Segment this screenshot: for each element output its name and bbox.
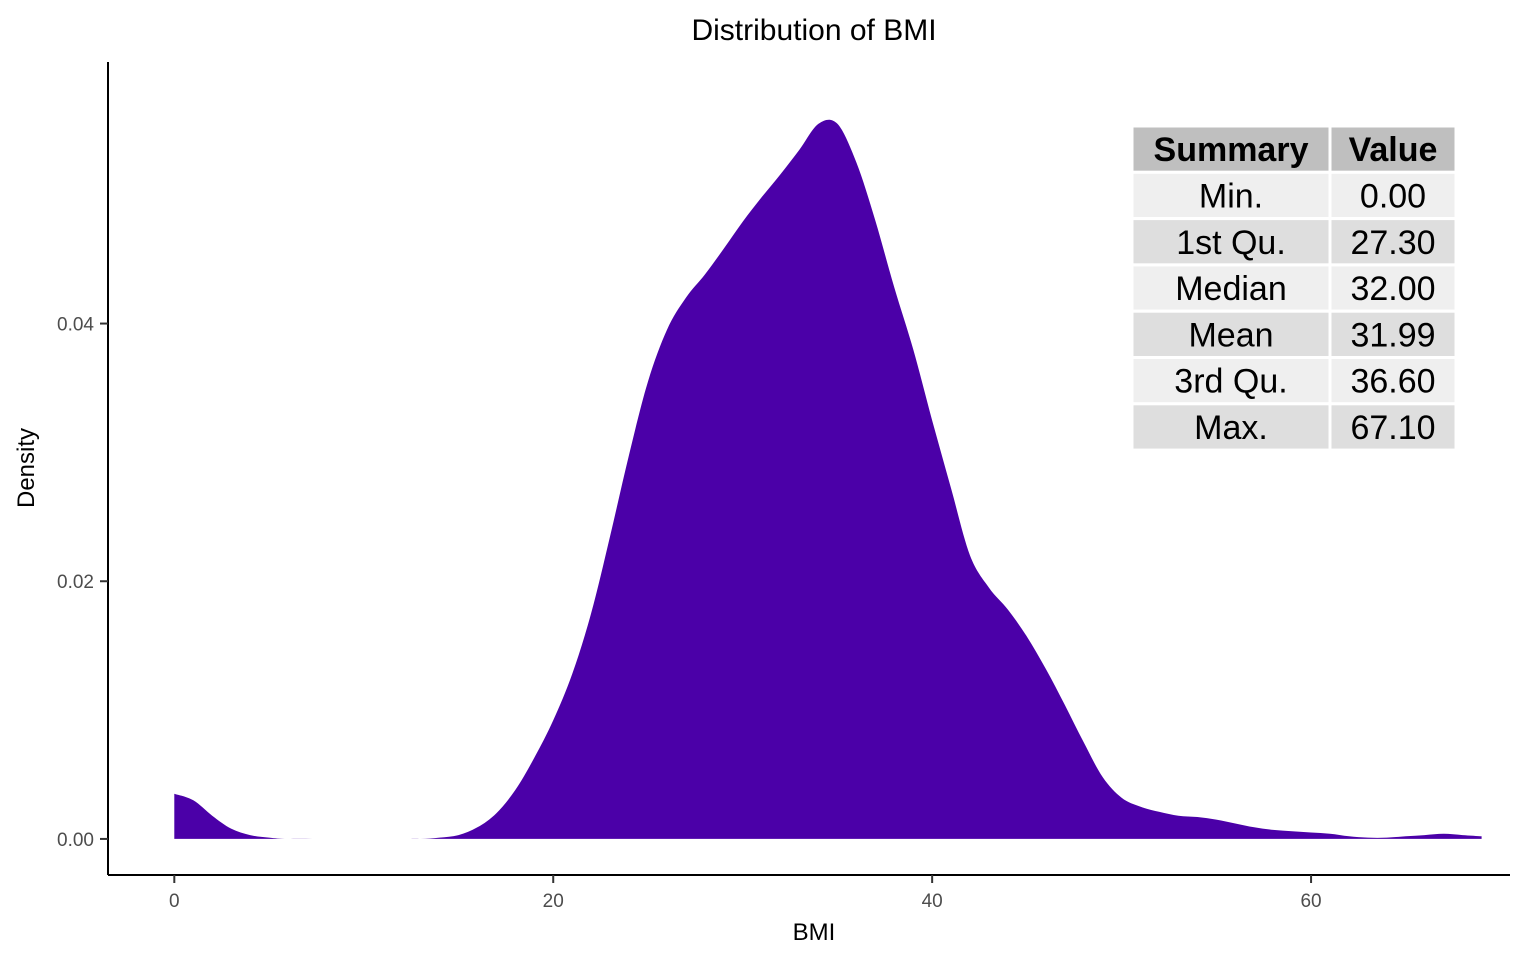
x-axis-ticks: 0 20 40 60 — [169, 875, 1322, 912]
table-cell-text: 3rd Qu. — [1174, 363, 1287, 401]
x-axis-title: BMI — [793, 919, 836, 946]
table-header-label: Value — [1349, 131, 1438, 169]
table-cell-text: 32.00 — [1350, 270, 1435, 308]
table-cell-text: 1st Qu. — [1176, 224, 1286, 262]
x-tick-label: 60 — [1300, 891, 1321, 912]
table-cell-bg — [1328, 402, 1458, 452]
table-cell-bg — [1328, 263, 1458, 313]
y-tick-label: 0.04 — [57, 315, 94, 336]
table-cell-text: Max. — [1194, 409, 1268, 447]
table-cell-text: Mean — [1188, 316, 1273, 354]
plot-area — [174, 119, 1482, 839]
table-cell-bg — [1328, 170, 1458, 221]
x-tick-label: 40 — [922, 891, 943, 912]
table-cell-text: 27.30 — [1350, 224, 1435, 262]
y-axis-title: Density — [13, 428, 40, 508]
table-cell-text: Min. — [1199, 177, 1263, 215]
table-cell-text: 36.60 — [1350, 363, 1435, 401]
table-cell-text: Median — [1175, 270, 1287, 308]
table-header-cell — [1328, 124, 1458, 174]
x-tick-label: 20 — [543, 891, 564, 912]
y-tick-label: 0.00 — [57, 830, 94, 851]
table-cell-text: 0.00 — [1360, 177, 1426, 215]
summary-table: Summary Value Min. 0.00 1st Qu. 27.30 Median 32… — [1130, 124, 1458, 452]
table-cell-bg — [1328, 217, 1458, 267]
y-axis-ticks: 0.00 0.02 0.04 — [57, 315, 108, 851]
table-header-label: Summary — [1154, 131, 1309, 169]
density-area — [174, 119, 1482, 839]
chart-title: Distribution of BMI — [691, 14, 936, 47]
y-tick-label: 0.02 — [57, 572, 94, 593]
table-cell-text: 67.10 — [1350, 409, 1435, 447]
table-cell-text: 31.99 — [1350, 316, 1435, 354]
x-tick-label: 0 — [169, 891, 180, 912]
table-cell-bg — [1328, 309, 1458, 360]
